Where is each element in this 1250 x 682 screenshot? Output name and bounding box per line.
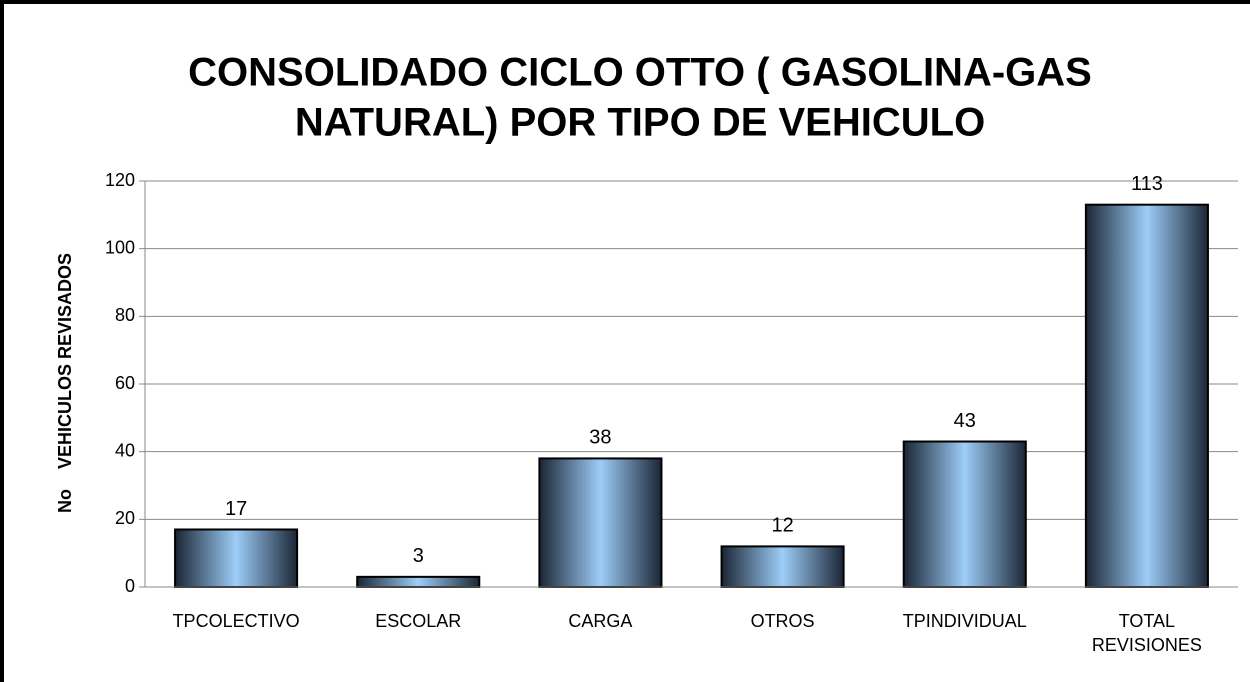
bar xyxy=(538,457,663,588)
bar xyxy=(1084,203,1209,589)
y-tick-label: 120 xyxy=(105,170,135,190)
bar xyxy=(902,440,1027,588)
x-tick-label: OTROS xyxy=(750,611,815,631)
y-axis-label: No VEHICULOS REVISADOS xyxy=(55,253,75,513)
value-label: 43 xyxy=(954,410,976,432)
y-tick-label: 20 xyxy=(115,508,135,528)
x-tick-label: ESCOLAR xyxy=(375,611,462,631)
y-tick-label: 60 xyxy=(115,373,135,393)
y-tick-label: 0 xyxy=(125,576,135,596)
y-tick-label: 80 xyxy=(115,305,135,325)
value-label: 12 xyxy=(771,515,793,537)
value-label: 3 xyxy=(413,545,424,567)
x-tick-label: TOTAL REVISIONES xyxy=(1091,611,1202,655)
value-label: 17 xyxy=(225,498,247,520)
value-label: 38 xyxy=(589,427,611,449)
y-tick-label: 100 xyxy=(105,237,135,257)
chart-title: NATURAL) POR TIPO DE VEHICULO xyxy=(295,101,985,145)
value-label: 113 xyxy=(1131,173,1163,195)
bar xyxy=(720,545,845,589)
y-tick-label: 40 xyxy=(115,440,135,460)
bar xyxy=(356,575,481,588)
x-tick-label: TPCOLECTIVO xyxy=(172,611,300,631)
bar xyxy=(174,528,299,589)
x-tick-label: TPINDIVIDUAL xyxy=(902,611,1027,631)
x-tick-label: CARGA xyxy=(568,611,633,631)
chart-title: CONSOLIDADO CICLO OTTO ( GASOLINA-GAS xyxy=(188,51,1092,95)
